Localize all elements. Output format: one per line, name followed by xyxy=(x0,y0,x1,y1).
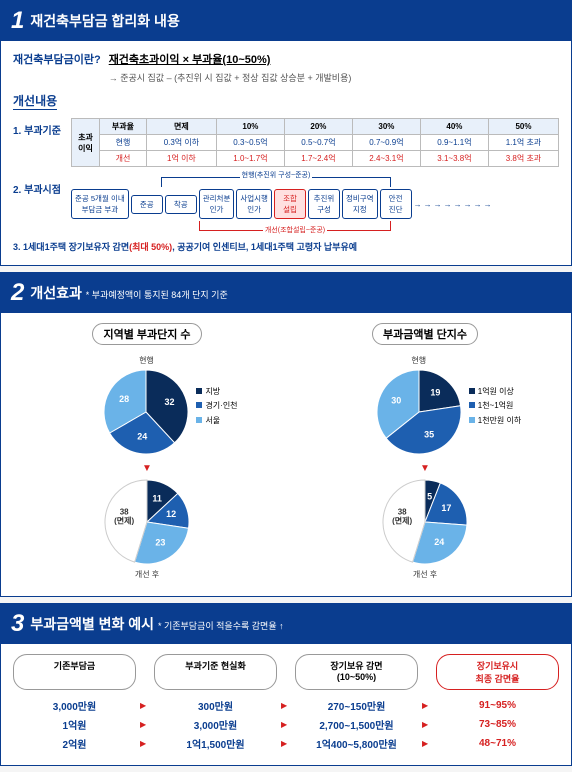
flow-step: 준공 5개월 이내부담금 부과 xyxy=(71,189,129,219)
example-cell: 1억원 xyxy=(13,717,136,732)
section-2-number: 2 xyxy=(11,279,24,307)
section-3-body: 기존부담금부과기준 현실화장기보유 감면(10~50%)장기보유시최종 감면율 … xyxy=(1,644,571,765)
svg-text:17: 17 xyxy=(441,502,451,512)
example-cell: 3,000만원 xyxy=(154,717,277,732)
charts-row: 지역별 부과단지 수 현행 32 24 28 지방경기·인천서울 ▼ 11 12 23 38… xyxy=(13,323,559,586)
svg-text:30: 30 xyxy=(391,395,401,405)
svg-text:19: 19 xyxy=(430,387,440,397)
down-arrow-icon: ▼ xyxy=(291,463,559,474)
example-rows: 3,000만원▶300만원▶270~150만원▶91~95% 1억원▶3,000만… xyxy=(13,698,559,751)
chart-region-before-label: 현행 xyxy=(102,355,190,366)
svg-text:11: 11 xyxy=(152,493,162,503)
svg-text:12: 12 xyxy=(166,508,176,518)
section-3: 3 부과금액별 변화 예시 * 기존부담금이 적을수록 감면율 ↑ 기존부담금 부… xyxy=(0,603,572,766)
example-cell: 3,000만원 xyxy=(13,698,136,713)
section-2-title: 개선효과 xyxy=(30,285,82,301)
definition-note: → 준공시 집값 – (추진위 시 집값 + 정상 집값 상승분 + 개발비용) xyxy=(109,71,352,84)
section-2-header: 2 개선효과 * 부과예정액이 통지된 84개 단지 기준 xyxy=(1,273,571,313)
chart-amount-title: 부과금액별 단지수 xyxy=(372,323,478,345)
item-3-label: 3. 1세대1주택 장기보유자 감면(최대 50%), 공공기여 인센티브, 1… xyxy=(13,241,559,255)
svg-text:38: 38 xyxy=(398,507,407,516)
example-row: 2억원▶1억1,500만원▶1억400~5,800만원▶48~71% xyxy=(13,736,559,751)
example-cell: 2,700~1,500만원 xyxy=(295,717,418,732)
flow-step: 관리처분인가 xyxy=(199,189,235,219)
definition-row: 재건축부담금이란? 재건축초과이익 × 부과율(10~50%) → 준공시 집값… xyxy=(13,51,559,84)
chart-amount-after-label: 개선 후 xyxy=(381,569,469,580)
levy-table: 초과이익부과율면제10%20%30%40%50%현행0.3억 이하0.3~0.5… xyxy=(71,118,559,167)
example-cell: 73~85% xyxy=(436,719,559,730)
section-3-header: 3 부과금액별 변화 예시 * 기존부담금이 적을수록 감면율 ↑ xyxy=(1,604,571,644)
svg-text:32: 32 xyxy=(165,397,175,407)
example-cell: 300만원 xyxy=(154,698,277,713)
example-header: 장기보유 감면(10~50%) xyxy=(295,654,418,690)
section-1: 1 재건축부담금 합리화 내용 재건축부담금이란? 재건축초과이익 × 부과율(… xyxy=(0,0,572,266)
pie-region-after: 11 12 23 38(면제) xyxy=(103,478,191,566)
flow-step: 착공 xyxy=(165,195,197,214)
definition-value: 재건축초과이익 × 부과율(10~50%) xyxy=(109,54,271,66)
svg-text:23: 23 xyxy=(155,537,165,547)
section-2-note: * 부과예정액이 통지된 84개 단지 기준 xyxy=(86,290,228,300)
svg-text:5: 5 xyxy=(427,491,432,501)
example-headers: 기존부담금 부과기준 현실화 장기보유 감면(10~50%) 장기보유시최종 감면율 xyxy=(13,654,559,690)
flow-step: 조합설립 xyxy=(274,189,306,219)
section-3-title: 부과금액별 변화 예시 xyxy=(30,616,154,632)
section-1-body: 재건축부담금이란? 재건축초과이익 × 부과율(10~50%) → 준공시 집값… xyxy=(1,41,571,265)
svg-text:28: 28 xyxy=(120,393,130,403)
svg-text:(면제): (면제) xyxy=(392,515,412,525)
section-1-title: 재건축부담금 합리화 내용 xyxy=(30,11,179,31)
section-2: 2 개선효과 * 부과예정액이 통지된 84개 단지 기준 지역별 부과단지 수… xyxy=(0,272,572,597)
pie-region-before: 32 24 28 xyxy=(102,368,190,456)
down-arrow-icon: ▼ xyxy=(13,463,281,474)
example-header: 부과기준 현실화 xyxy=(154,654,277,690)
section-1-header: 1 재건축부담금 합리화 내용 xyxy=(1,1,571,41)
svg-text:24: 24 xyxy=(138,431,148,441)
chart-region-after-label: 개선 후 xyxy=(103,569,191,580)
example-cell: 270~150만원 xyxy=(295,698,418,713)
flow-step: 추진위구성 xyxy=(308,189,340,219)
flow-step: 정비구역지정 xyxy=(342,189,378,219)
timing-flow: 현행(추진위 구성~준공) 개선(조합설립~준공) 준공 5개월 이내부담금 부… xyxy=(71,177,559,231)
legend-region: 지방경기·인천서울 xyxy=(196,385,237,428)
improvement-heading: 개선내용 xyxy=(13,92,57,110)
example-cell: 91~95% xyxy=(436,700,559,711)
item-1: 1. 부과기준 초과이익부과율면제10%20%30%40%50%현행0.3억 이… xyxy=(13,118,559,167)
section-1-number: 1 xyxy=(11,7,24,35)
item-1-label: 1. 부과기준 xyxy=(13,118,65,137)
flow-step: 안전진단 xyxy=(380,189,412,219)
flow-arc-new: 개선(조합설립~준공) xyxy=(199,221,391,231)
svg-text:(면제): (면제) xyxy=(114,515,134,525)
chart-region: 지역별 부과단지 수 현행 32 24 28 지방경기·인천서울 ▼ 11 12 23 38… xyxy=(13,323,281,586)
legend-amount: 1억원 이상1천~1억원1천만원 이하 xyxy=(469,385,521,428)
section-2-body: 지역별 부과단지 수 현행 32 24 28 지방경기·인천서울 ▼ 11 12 23 38… xyxy=(1,313,571,596)
example-header: 기존부담금 xyxy=(13,654,136,690)
chart-region-title: 지역별 부과단지 수 xyxy=(92,323,201,345)
chart-amount: 부과금액별 단지수 현행 19 35 30 1억원 이상1천~1억원1천만원 이하 ▼… xyxy=(291,323,559,586)
example-row: 3,000만원▶300만원▶270~150만원▶91~95% xyxy=(13,698,559,713)
svg-text:35: 35 xyxy=(424,429,434,439)
example-cell: 2억원 xyxy=(13,736,136,751)
example-cell: 1억400~5,800만원 xyxy=(295,736,418,751)
svg-text:38: 38 xyxy=(120,507,129,516)
chart-amount-before-label: 현행 xyxy=(375,355,463,366)
section-3-note: * 기존부담금이 적을수록 감면율 ↑ xyxy=(158,621,284,631)
example-row: 1억원▶3,000만원▶2,700~1,500만원▶73~85% xyxy=(13,717,559,732)
example-cell: 48~71% xyxy=(436,738,559,749)
pie-amount-after: 5 17 24 38(면제) xyxy=(381,478,469,566)
flow-step: 사업시행인가 xyxy=(236,189,272,219)
definition-label: 재건축부담금이란? xyxy=(13,51,101,67)
item-2: 2. 부과시점 현행(추진위 구성~준공) 개선(조합설립~준공) 준공 5개월… xyxy=(13,177,559,231)
flow-step: 준공 xyxy=(131,195,163,214)
svg-text:24: 24 xyxy=(434,537,444,547)
example-header: 장기보유시최종 감면율 xyxy=(436,654,559,690)
pie-amount-before: 19 35 30 xyxy=(375,368,463,456)
item-2-label: 2. 부과시점 xyxy=(13,177,65,196)
example-cell: 1억1,500만원 xyxy=(154,736,277,751)
section-3-number: 3 xyxy=(11,610,24,638)
flow-arc-current: 현행(추진위 구성~준공) xyxy=(161,177,391,187)
